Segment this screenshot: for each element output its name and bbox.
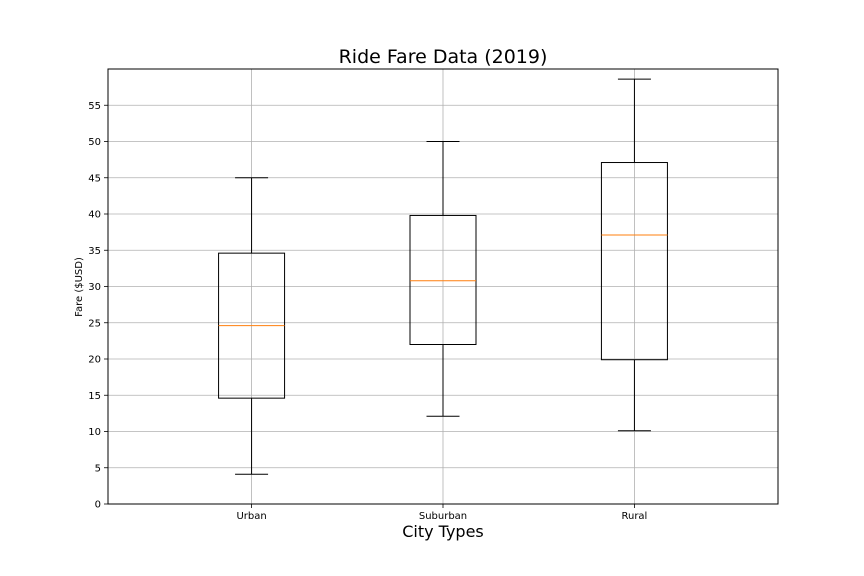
boxes — [218, 78, 668, 475]
y-tick-label: 40 — [88, 210, 101, 221]
y-tick-label: 50 — [88, 137, 101, 148]
x-tick-label-urban: Urban — [236, 511, 266, 522]
iqr-box — [409, 214, 477, 345]
y-tick-label: 25 — [88, 318, 101, 329]
y-tick-label: 20 — [88, 355, 101, 366]
box-urban — [218, 177, 286, 475]
box-suburban — [409, 141, 477, 417]
y-tick-label: 5 — [95, 463, 101, 474]
x-tick-label-rural: Rural — [621, 511, 647, 522]
y-tick-label: 35 — [88, 246, 101, 257]
y-tick-label: 45 — [88, 173, 101, 184]
y-axis-title: Fare ($USD) — [74, 257, 85, 317]
y-tick-label: 55 — [88, 101, 101, 112]
y-tick-label: 15 — [88, 391, 101, 402]
iqr-box — [600, 162, 668, 361]
box-rural — [600, 78, 668, 432]
x-axis-title: City Types — [402, 522, 484, 541]
grid-lines — [108, 69, 778, 504]
y-tick-label: 10 — [88, 427, 101, 438]
x-tick-label-suburban: Suburban — [419, 511, 467, 522]
y-tick-label: 30 — [88, 282, 101, 293]
chart-title: Ride Fare Data (2019) — [339, 46, 548, 68]
axis-ticks: 0 5 10 15 20 25 30 35 40 45 50 55 Urban Suburban Rural — [88, 101, 647, 522]
y-tick-label: 0 — [95, 500, 101, 511]
